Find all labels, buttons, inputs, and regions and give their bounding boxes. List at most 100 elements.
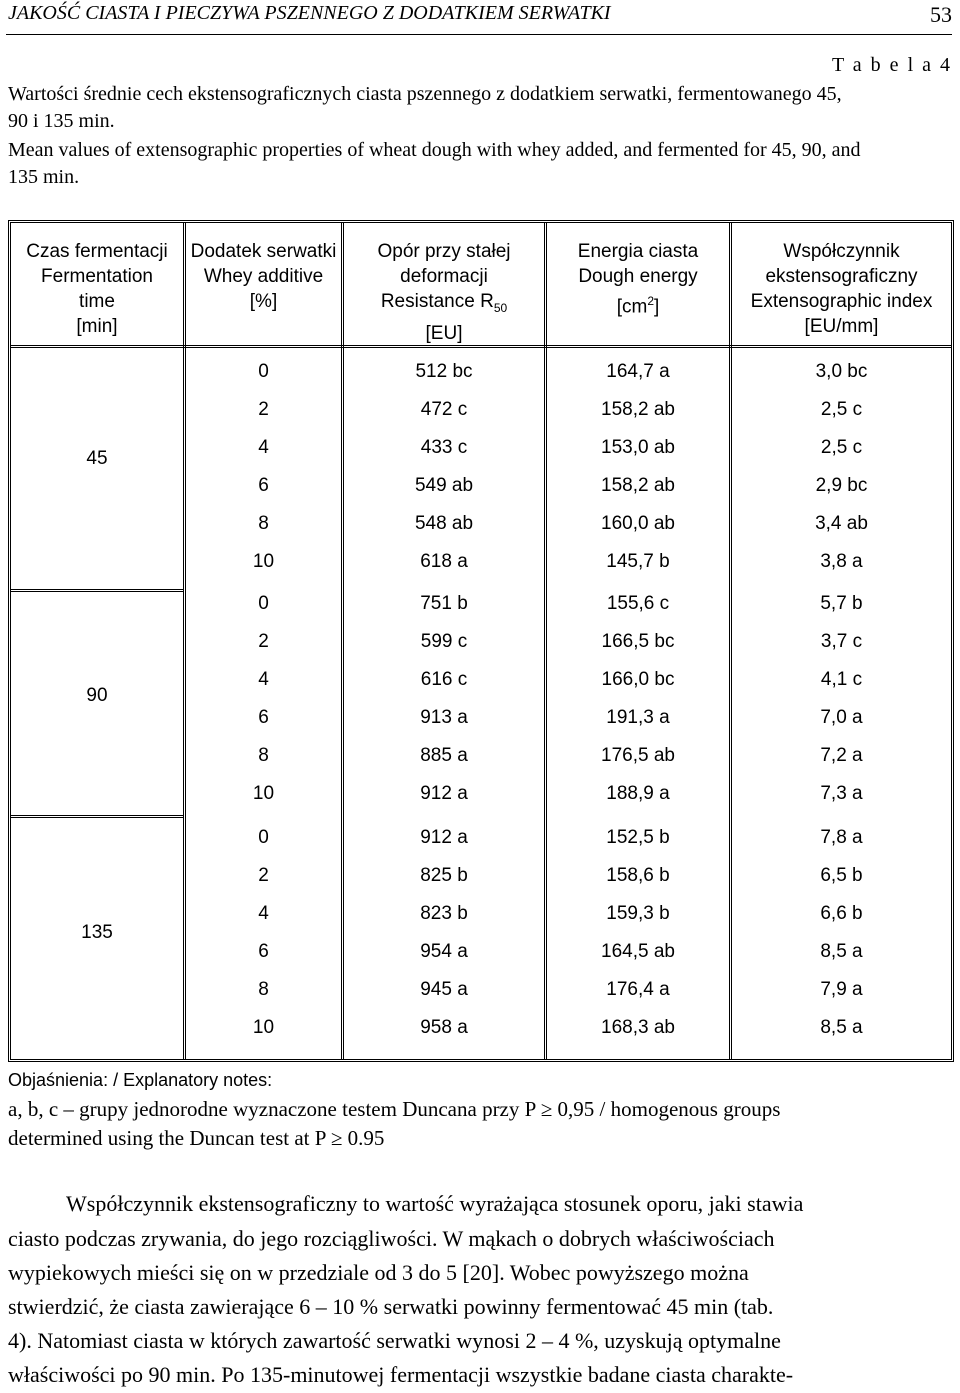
table-cell: 548 ab bbox=[414, 513, 474, 534]
table-cell: 3,4 ab bbox=[815, 513, 868, 534]
table-cell: 8 bbox=[258, 745, 269, 766]
table-cell: 7,9 a bbox=[820, 979, 863, 1000]
table-cell: 2,5 c bbox=[820, 399, 863, 420]
running-title: JAKOŚĆ CIASTA I PIECZYWA PSZENNEGO Z DOD… bbox=[8, 2, 611, 24]
table-cell: 6 bbox=[258, 941, 269, 962]
caption-en-line-2: 135 min. bbox=[8, 166, 80, 188]
notes-line-2: determined using the Duncan test at P ≥ … bbox=[8, 1126, 385, 1150]
header-line: Dodatek serwatki bbox=[190, 241, 337, 262]
group-divider bbox=[11, 815, 183, 818]
table-cell: 7,8 a bbox=[820, 827, 863, 848]
table-cell: 166,0 bc bbox=[601, 669, 675, 690]
header-fermentation-time: Czas fermentacji Fermentation time [min] bbox=[11, 239, 183, 339]
header-line: [min] bbox=[76, 316, 118, 337]
header-rule bbox=[6, 34, 952, 35]
header-line: time bbox=[79, 291, 115, 312]
notes-title: Objaśnienia: / Explanatory notes: bbox=[8, 1070, 273, 1090]
table-cell: 8 bbox=[258, 513, 269, 534]
table-cell: 912 a bbox=[420, 827, 468, 848]
table-cell: 6 bbox=[258, 475, 269, 496]
table-cell: 472 c bbox=[420, 399, 468, 420]
header-resistance: Opór przy stałej deformacji Resistance R… bbox=[344, 239, 544, 346]
table-cell: 2 bbox=[258, 399, 269, 420]
header-line: Czas fermentacji bbox=[26, 241, 168, 262]
table-cell: 3,8 a bbox=[820, 551, 863, 572]
table-cell: 885 a bbox=[420, 745, 468, 766]
header-line: [EU/mm] bbox=[804, 316, 879, 337]
table-cell: 8,5 a bbox=[820, 941, 863, 962]
table-cell: 153,0 ab bbox=[601, 437, 675, 458]
column-divider bbox=[544, 223, 547, 1059]
header-line: ekstensograficzny bbox=[765, 266, 918, 287]
table-cell: 160,0 ab bbox=[601, 513, 675, 534]
table-cell: 176,4 a bbox=[606, 979, 670, 1000]
fermentation-time-cell: 135 bbox=[81, 922, 113, 943]
header-text: Resistance R bbox=[380, 291, 494, 312]
table-cell: 2 bbox=[258, 631, 269, 652]
header-line: [EU] bbox=[425, 322, 463, 344]
column-divider bbox=[729, 223, 732, 1059]
header-text: [cm bbox=[616, 296, 648, 318]
fermentation-time-cell: 45 bbox=[86, 448, 108, 469]
table-cell: 5,7 b bbox=[820, 593, 863, 614]
table-cell: 10 bbox=[252, 1017, 275, 1038]
table-cell: 152,5 b bbox=[606, 827, 670, 848]
table-cell: 168,3 ab bbox=[601, 1017, 675, 1038]
table-cell: 0 bbox=[258, 593, 269, 614]
paragraph-line-3: wypiekowych mieści się on w przedziale o… bbox=[8, 1260, 749, 1285]
paragraph-line-1: Współczynnik ekstensograficzny to wartoś… bbox=[66, 1191, 804, 1216]
paragraph-line-5: 4). Natomiast ciasta w których zawartość… bbox=[8, 1328, 781, 1353]
table-cell: 3,0 bc bbox=[815, 361, 868, 382]
table-cell: 164,5 ab bbox=[601, 941, 675, 962]
table-cell: 3,7 c bbox=[820, 631, 863, 652]
fermentation-time-cell: 90 bbox=[86, 685, 108, 706]
table-cell: 166,5 bc bbox=[601, 631, 675, 652]
table-cell: 751 b bbox=[420, 593, 468, 614]
table-cell: 616 c bbox=[420, 669, 468, 690]
paragraph-line-4: stwierdzić, że ciasta zawierające 6 – 10… bbox=[8, 1294, 774, 1319]
page-number: 53 bbox=[930, 2, 952, 27]
column-divider bbox=[341, 223, 344, 1059]
table-cell: 0 bbox=[258, 827, 269, 848]
header-line: [%] bbox=[249, 291, 278, 312]
table-cell: 158,6 b bbox=[606, 865, 670, 886]
table-cell: 176,5 ab bbox=[601, 745, 675, 766]
table-cell: 618 a bbox=[420, 551, 468, 572]
group-divider bbox=[11, 589, 183, 592]
table-cell: 6,6 b bbox=[820, 903, 863, 924]
table-cell: 164,7 a bbox=[606, 361, 670, 382]
table-cell: 7,3 a bbox=[820, 783, 863, 804]
table-cell: 4,1 c bbox=[820, 669, 863, 690]
table-cell: 158,2 ab bbox=[601, 475, 675, 496]
header-line: Energia ciasta bbox=[577, 241, 699, 262]
table-cell: 823 b bbox=[420, 903, 468, 924]
header-line: Fermentation bbox=[41, 266, 153, 287]
table-cell: 6,5 b bbox=[820, 865, 863, 886]
table-label: T a b e l a 4 bbox=[831, 54, 952, 76]
table-cell: 4 bbox=[258, 669, 269, 690]
table-cell: 10 bbox=[252, 783, 275, 804]
table-cell: 549 ab bbox=[414, 475, 474, 496]
table-cell: 2,5 c bbox=[820, 437, 863, 458]
table-cell: 188,9 a bbox=[606, 783, 670, 804]
table-cell: 913 a bbox=[420, 707, 468, 728]
table-cell: 0 bbox=[258, 361, 269, 382]
table-cell: 912 a bbox=[420, 783, 468, 804]
table-cell: 945 a bbox=[420, 979, 468, 1000]
superscript: 2 bbox=[647, 294, 654, 308]
running-header: JAKOŚĆ CIASTA I PIECZYWA PSZENNEGO Z DOD… bbox=[8, 2, 952, 36]
table-cell: 8,5 a bbox=[820, 1017, 863, 1038]
table-cell: 954 a bbox=[420, 941, 468, 962]
header-divider bbox=[11, 345, 951, 348]
header-line: [cm2] bbox=[547, 289, 729, 319]
header-line: Współczynnik bbox=[783, 241, 900, 262]
header-line: Opór przy stałej bbox=[377, 241, 511, 262]
header-line: Extensographic index bbox=[750, 291, 933, 312]
table-cell: 825 b bbox=[420, 865, 468, 886]
table-cell: 4 bbox=[258, 903, 269, 924]
table-cell: 599 c bbox=[420, 631, 468, 652]
data-table: Czas fermentacji Fermentation time [min]… bbox=[8, 220, 954, 1062]
table-cell: 7,0 a bbox=[820, 707, 863, 728]
table-cell: 433 c bbox=[420, 437, 468, 458]
table-cell: 4 bbox=[258, 437, 269, 458]
